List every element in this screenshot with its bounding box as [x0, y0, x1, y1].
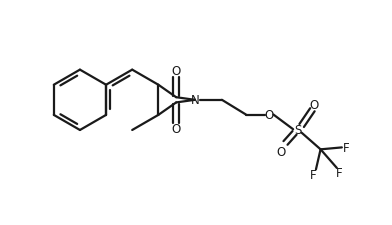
Text: F: F: [343, 141, 350, 154]
Text: F: F: [336, 166, 343, 179]
Text: N: N: [191, 94, 199, 107]
Text: F: F: [310, 168, 316, 181]
Text: O: O: [265, 108, 274, 122]
Text: O: O: [276, 146, 285, 158]
Text: S: S: [294, 123, 302, 136]
Text: O: O: [172, 65, 181, 78]
Text: O: O: [172, 123, 181, 136]
Text: O: O: [309, 99, 318, 111]
